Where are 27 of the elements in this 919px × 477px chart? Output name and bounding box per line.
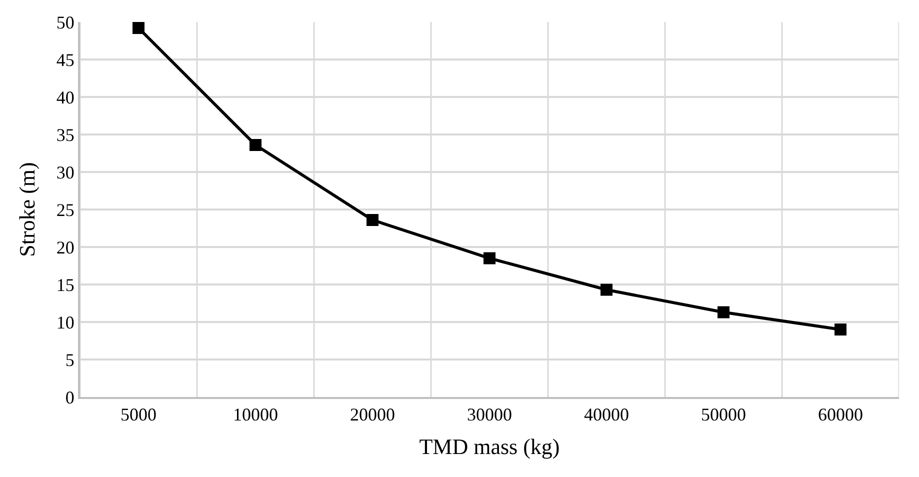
- y-tick-label: 5: [65, 350, 74, 370]
- y-tick-label: 0: [65, 387, 74, 408]
- y-tick-label: 25: [56, 200, 74, 220]
- point: [132, 22, 144, 34]
- y-tick-label: 15: [56, 274, 74, 295]
- y-tick-label: 35: [56, 124, 74, 145]
- x-tick-label: 10000: [233, 404, 278, 425]
- y-tick-label: 40: [56, 87, 74, 108]
- point: [834, 324, 846, 336]
- y-tick-label: 50: [56, 12, 74, 32]
- x-tick-label: 50000: [701, 404, 746, 425]
- point: [718, 306, 730, 318]
- point: [366, 214, 378, 226]
- y-axis-title: Stroke (m): [14, 162, 40, 257]
- x-tick-label: 40000: [584, 404, 629, 425]
- point: [600, 284, 612, 296]
- x-tick-label: 30000: [467, 404, 512, 425]
- x-tick-label: 20000: [350, 404, 395, 425]
- x-axis-title: TMD mass (kg): [419, 434, 560, 459]
- point: [484, 252, 496, 264]
- x-tick-label: 5000: [120, 404, 156, 425]
- y-tick-label: 30: [56, 162, 74, 182]
- point: [250, 139, 262, 151]
- y-tick-label: 10: [56, 312, 74, 332]
- y-tick-label: 20: [56, 237, 74, 258]
- x-tick-label: 60000: [818, 404, 863, 425]
- y-tick-label: 45: [56, 50, 74, 70]
